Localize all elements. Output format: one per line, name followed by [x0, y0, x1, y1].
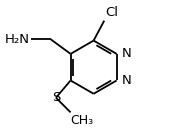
Text: N: N — [121, 74, 131, 87]
Text: H₂N: H₂N — [4, 33, 29, 46]
Text: Cl: Cl — [106, 6, 119, 19]
Text: N: N — [121, 47, 131, 60]
Text: S: S — [52, 91, 60, 104]
Text: CH₃: CH₃ — [71, 114, 94, 127]
